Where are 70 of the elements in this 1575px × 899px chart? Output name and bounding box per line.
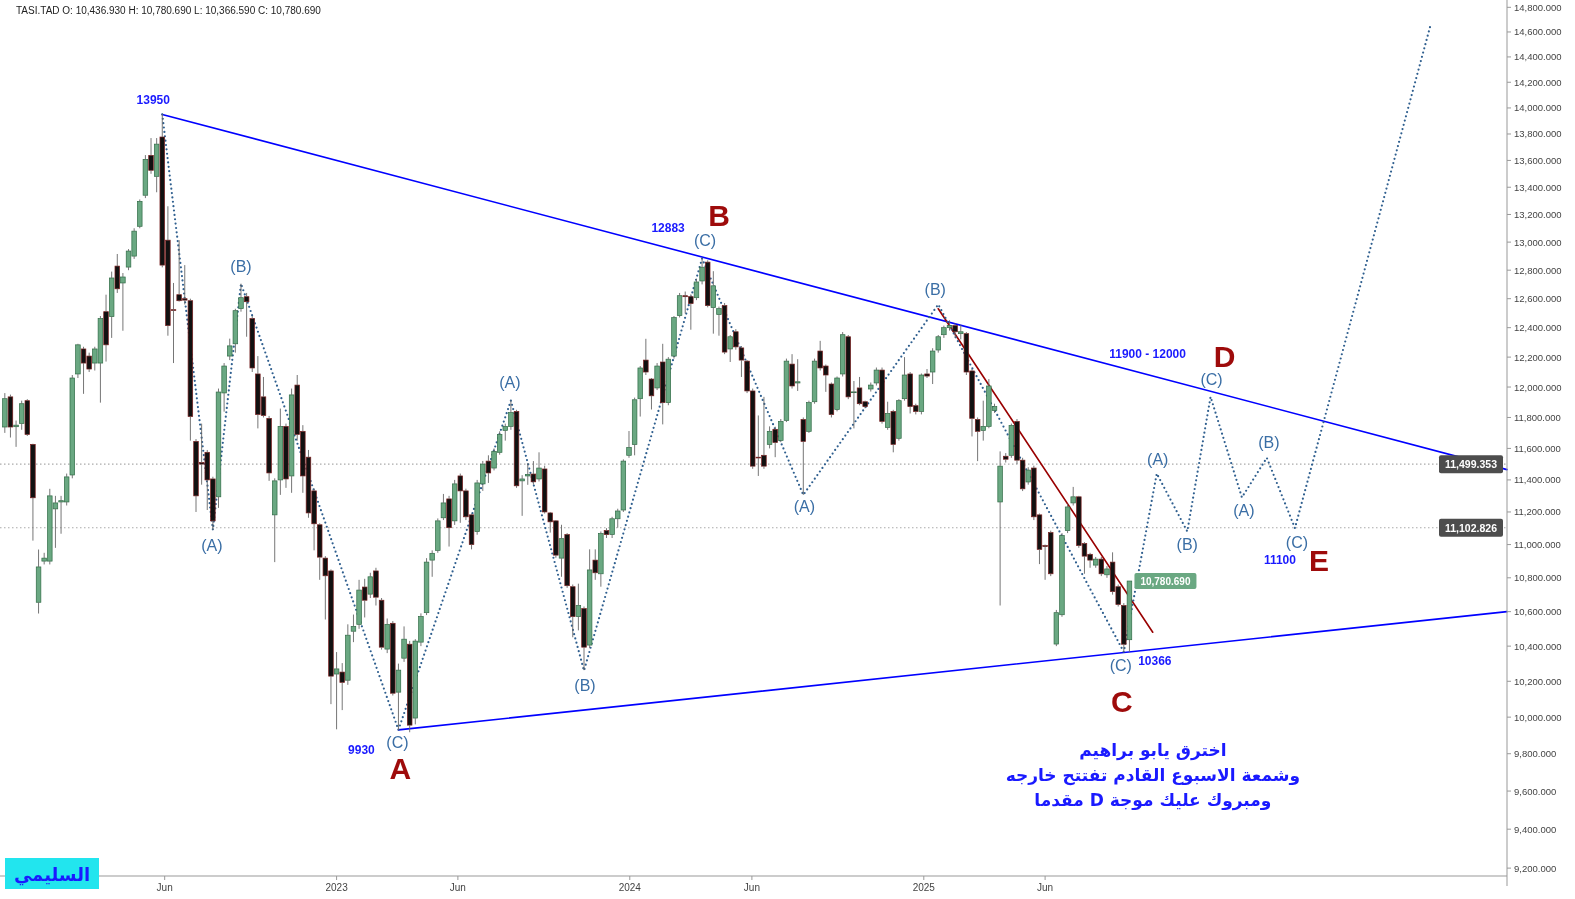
annotation: (A) — [1233, 501, 1255, 519]
text: TASI.TAD O: 10,436.930 H: 10,780.690 L: 10,366.590 C: 10,780.690 — [16, 5, 322, 16]
y-tick-label: 14,800.000 — [1514, 1, 1562, 13]
y-tick-label: 13,000.000 — [1514, 236, 1562, 248]
y-tick-label: 11,400.000 — [1514, 474, 1561, 486]
y-tick-label: 9,600.000 — [1514, 785, 1557, 797]
annotation: (B) — [230, 258, 252, 276]
annotation: D — [1213, 340, 1236, 374]
annotation: (B) — [924, 280, 946, 298]
annotation: 10,780.690 — [1140, 575, 1191, 587]
annotation: (C) — [1109, 656, 1132, 674]
annotation: 12883 — [651, 221, 686, 236]
y-tick-label: 10,600.000 — [1514, 606, 1562, 618]
ref-line-label: 11,499.353 — [1445, 458, 1498, 471]
y-tick-label: 14,000.000 — [1514, 102, 1562, 114]
y-tick-label: 13,400.000 — [1514, 181, 1562, 193]
annotation: (C) — [386, 734, 409, 752]
annotation: 9930 — [348, 742, 376, 757]
y-tick-label: 12,800.000 — [1514, 264, 1562, 276]
y-tick-label: 11,200.000 — [1514, 506, 1561, 518]
y-tick-label: 10,800.000 — [1514, 572, 1562, 584]
x-tick-label: Jun — [1037, 882, 1054, 893]
annotation: 13950 — [136, 93, 171, 108]
y-tick-label: 12,600.000 — [1514, 293, 1562, 305]
x-tick-label: Jun — [156, 882, 173, 893]
x-tick-label: 2024 — [618, 882, 642, 893]
y-tick-label: 12,200.000 — [1514, 351, 1562, 363]
annotation: اخترق يابو براهيم — [1079, 740, 1227, 761]
annotation: (A) — [793, 498, 815, 516]
annotation: 11100 — [1263, 553, 1297, 568]
x-tick-label: Jun — [449, 882, 466, 893]
annotation: E — [1308, 543, 1329, 577]
x-tick-label: 2023 — [325, 882, 349, 893]
annotation: 10366 — [1138, 654, 1172, 669]
x-tick-label: Jun — [743, 882, 760, 893]
annotation: السليمي — [13, 863, 91, 886]
y-tick-label: 11,600.000 — [1514, 442, 1561, 454]
y-tick-label: 9,800.000 — [1514, 748, 1557, 760]
annotation: C — [1110, 684, 1133, 718]
annotation: (C) — [1200, 371, 1223, 389]
annotation: (B) — [1258, 434, 1280, 452]
annotation: (B) — [1176, 535, 1198, 553]
annotation: ومبروك عليك موجة D مقدما — [1034, 790, 1272, 811]
annotation: A — [389, 752, 412, 786]
y-tick-label: 12,400.000 — [1514, 322, 1562, 334]
y-tick-label: 14,200.000 — [1514, 76, 1562, 88]
annotation: (C) — [1285, 533, 1309, 551]
annotation: (C) — [693, 231, 717, 249]
y-tick-label: 9,200.000 — [1514, 862, 1557, 874]
y-tick-label: 14,600.000 — [1514, 26, 1562, 38]
annotation: وشمعة الاسبوع القادم تفتتح خارجه — [1005, 765, 1301, 786]
annotation: 11900 - 12000 — [1109, 346, 1187, 361]
y-tick-label: 10,000.000 — [1514, 711, 1562, 723]
annotation: (B) — [574, 677, 596, 695]
y-tick-label: 10,400.000 — [1514, 640, 1562, 652]
y-tick-label: 9,400.000 — [1514, 823, 1557, 835]
x-tick-label: 2025 — [912, 882, 936, 893]
y-tick-label: 12,000.000 — [1514, 381, 1562, 393]
y-tick-label: 13,800.000 — [1514, 128, 1562, 140]
annotation: (A) — [1147, 451, 1169, 469]
annotation: B — [708, 198, 730, 232]
y-tick-label: 13,600.000 — [1514, 154, 1562, 166]
y-tick-label: 11,800.000 — [1514, 411, 1561, 423]
ref-line-label: 11,102.826 — [1445, 521, 1498, 534]
y-tick-label: 10,200.000 — [1514, 675, 1562, 687]
annotation: (A) — [499, 374, 521, 392]
y-tick-label: 13,200.000 — [1514, 208, 1562, 220]
annotation: (A) — [201, 537, 223, 555]
y-tick-label: 14,400.000 — [1514, 51, 1562, 63]
y-tick-label: 11,000.000 — [1514, 539, 1561, 551]
